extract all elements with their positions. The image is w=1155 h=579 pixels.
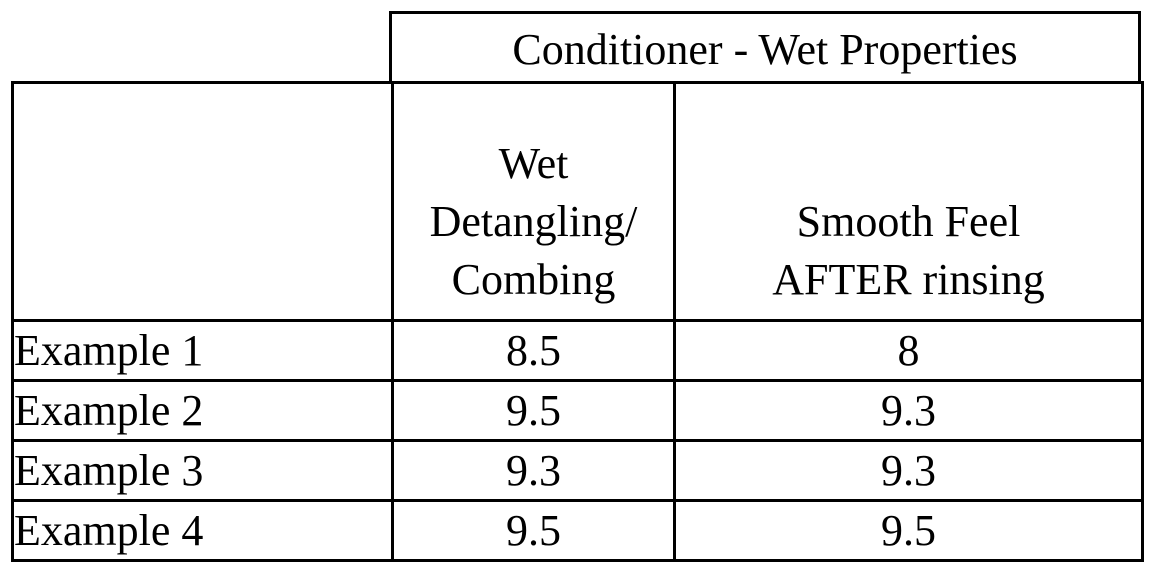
properties-table: Wet Detangling/ Combing Smooth Feel AFTE… <box>11 81 1144 562</box>
column-header-line: Wet <box>498 139 569 188</box>
table-row: Example 4 9.5 9.5 <box>11 499 1144 562</box>
column-header-wet-detangling: Wet Detangling/ Combing <box>391 81 676 322</box>
row-label: Example 4 <box>11 499 394 562</box>
row-label: Example 3 <box>11 439 394 502</box>
group-header: Conditioner - Wet Properties <box>389 11 1141 82</box>
value-cell: 9.3 <box>673 439 1144 502</box>
value-cell: 9.3 <box>673 379 1144 442</box>
corner-header-cell <box>11 81 394 322</box>
column-header-line: Combing <box>451 255 616 304</box>
column-header-line: Detangling/ <box>429 197 638 246</box>
column-header-row: Wet Detangling/ Combing Smooth Feel AFTE… <box>11 81 1144 322</box>
column-header-line: AFTER rinsing <box>772 255 1045 304</box>
column-header-smooth-feel: Smooth Feel AFTER rinsing <box>673 81 1144 322</box>
table-row: Example 2 9.5 9.3 <box>11 379 1144 442</box>
value-cell: 8 <box>673 319 1144 382</box>
table-row: Example 3 9.3 9.3 <box>11 439 1144 502</box>
value-cell: 8.5 <box>391 319 676 382</box>
table-row: Example 1 8.5 8 <box>11 319 1144 382</box>
value-cell: 9.3 <box>391 439 676 502</box>
column-header-line: Smooth Feel <box>796 197 1021 246</box>
value-cell: 9.5 <box>391 379 676 442</box>
row-label: Example 1 <box>11 319 394 382</box>
value-cell: 9.5 <box>391 499 676 562</box>
row-label: Example 2 <box>11 379 394 442</box>
value-cell: 9.5 <box>673 499 1144 562</box>
